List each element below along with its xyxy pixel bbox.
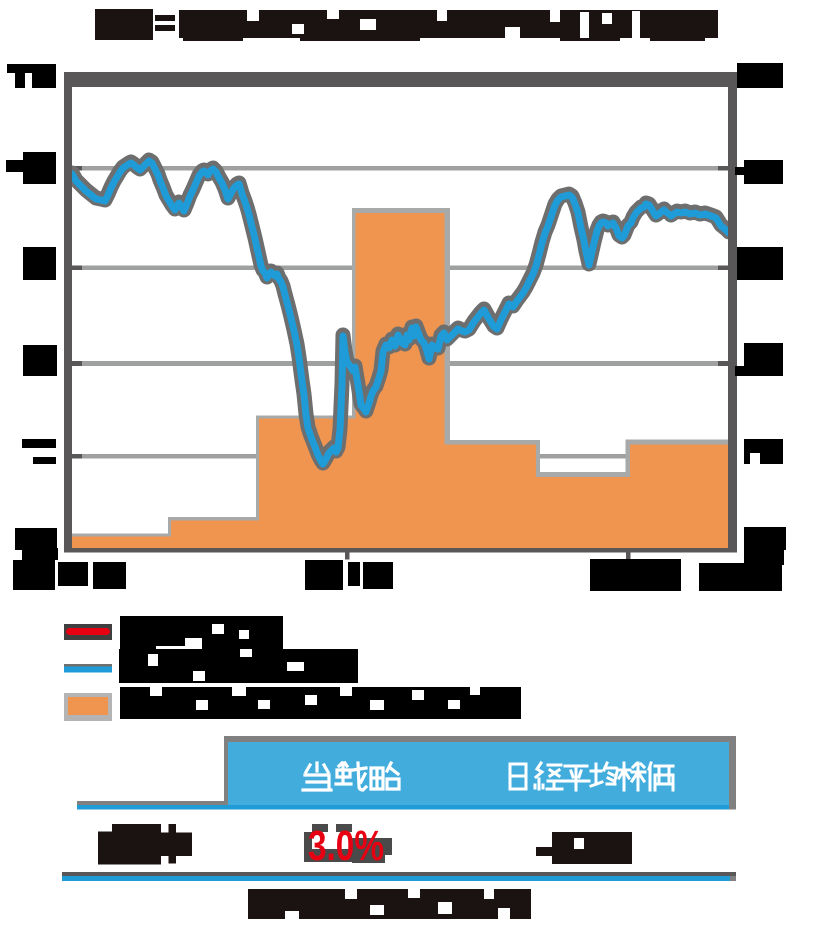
svg-text:3.0%: 3.0%: [308, 822, 384, 870]
